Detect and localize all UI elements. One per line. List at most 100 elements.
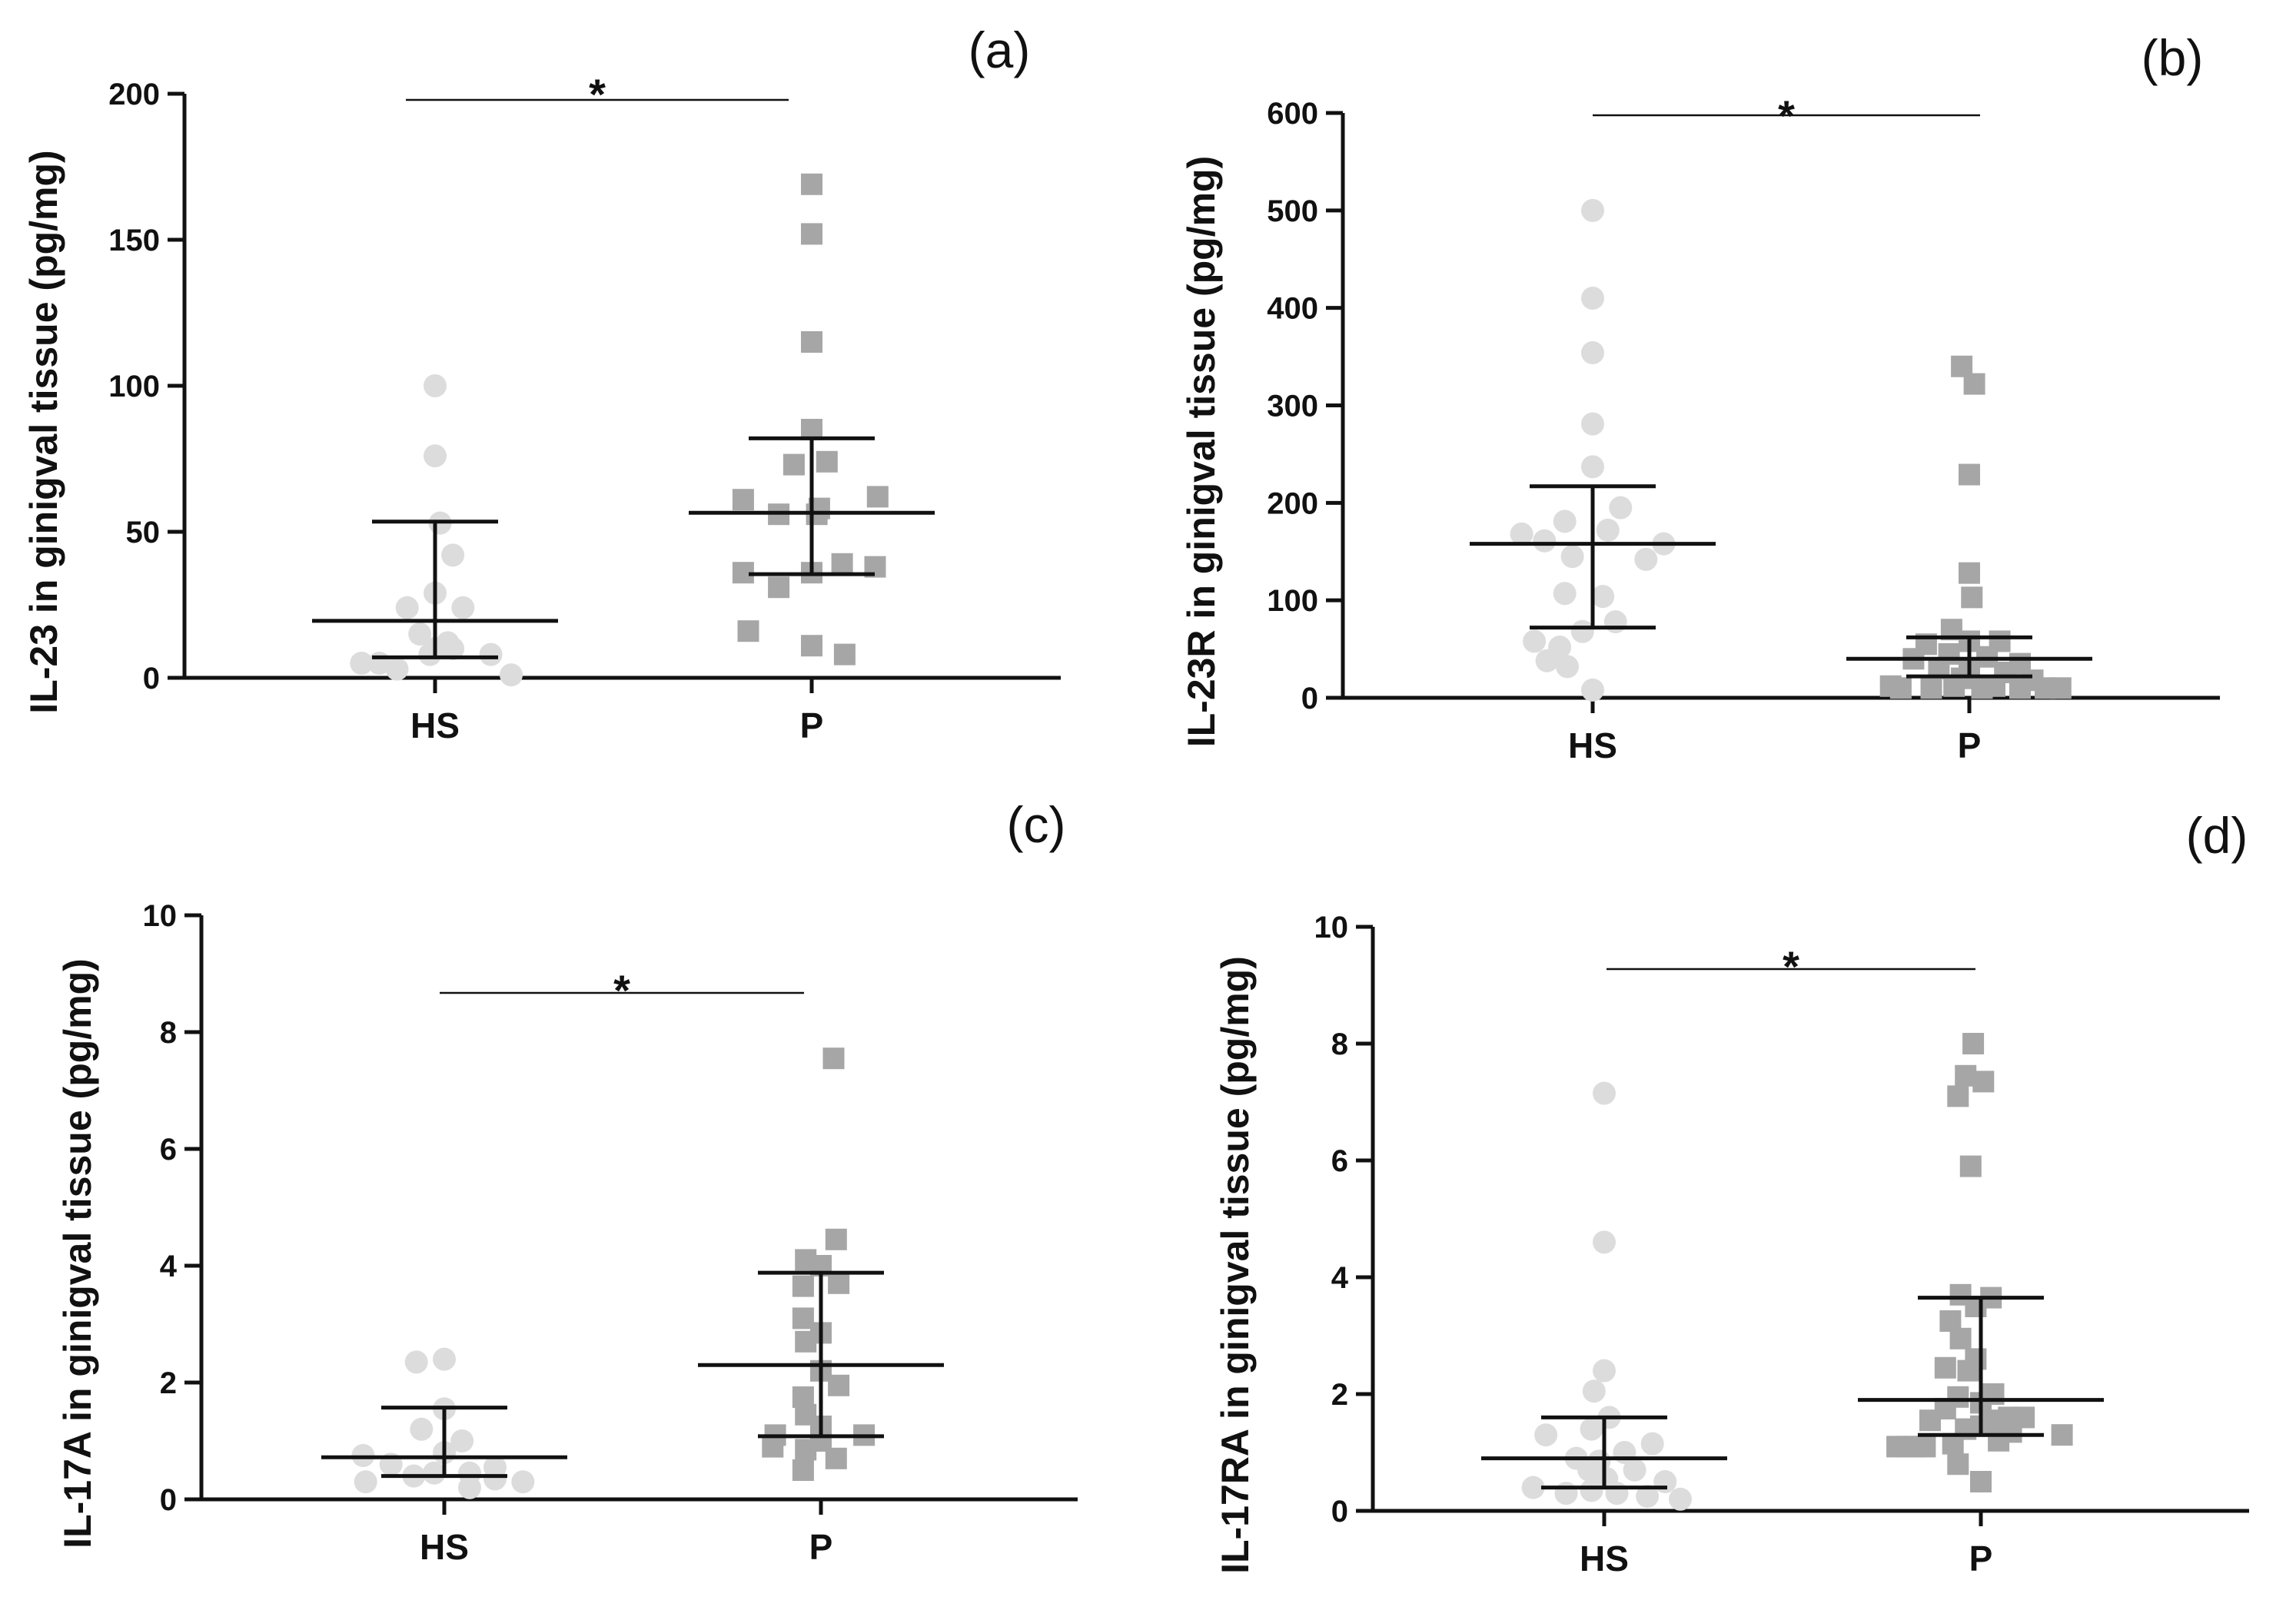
hs-data-point <box>1596 518 1620 542</box>
y-tick-label: 100 <box>1267 584 1318 618</box>
hs-data-point <box>350 652 374 675</box>
hs-data-point <box>1510 522 1533 546</box>
p-data-point <box>768 576 790 599</box>
hs-data-point <box>404 1350 428 1374</box>
significance-star: * <box>1778 91 1795 140</box>
hs-data-point <box>1591 585 1615 609</box>
y-tick-label: 150 <box>108 224 160 257</box>
hs-data-point <box>1605 1482 1629 1505</box>
p-data-point <box>1963 373 1985 395</box>
hs-data-point <box>1653 1470 1677 1493</box>
hs-data-point <box>1581 198 1604 222</box>
panel-label: (d) <box>2186 807 2248 864</box>
hs-data-point <box>451 596 475 619</box>
p-data-point <box>801 635 822 657</box>
p-data-point <box>1914 1436 1936 1458</box>
y-axis-label: IL-23R in ginigval tissue (pg/mg) <box>1180 156 1223 748</box>
hs-data-point <box>1581 341 1604 365</box>
hs-data-point <box>1581 412 1604 436</box>
p-data-point <box>2051 1424 2073 1446</box>
p-data-point <box>1959 562 1980 584</box>
hs-data-point <box>1535 649 1559 672</box>
p-data-point <box>2009 677 2031 699</box>
y-tick-label: 0 <box>1301 682 1318 715</box>
p-data-point <box>737 620 759 642</box>
hs-data-point <box>418 642 442 666</box>
hs-data-point <box>1636 1485 1660 1508</box>
p-data-point <box>1947 1085 1969 1107</box>
y-tick-label: 0 <box>160 1483 177 1517</box>
y-tick-label: 10 <box>143 899 178 933</box>
hs-data-point <box>1593 1081 1616 1105</box>
y-tick-label: 4 <box>1331 1261 1349 1295</box>
y-tick-label: 6 <box>1331 1144 1348 1178</box>
hs-data-point <box>433 1347 456 1371</box>
p-data-point <box>801 223 822 245</box>
y-tick-label: 2 <box>1331 1378 1348 1412</box>
p-data-point <box>828 1272 850 1294</box>
hs-data-point <box>1523 629 1547 653</box>
significance-star: * <box>613 966 630 1014</box>
p-data-point <box>1949 1327 1972 1349</box>
hs-data-point <box>1581 286 1604 310</box>
p-data-point <box>831 553 853 575</box>
y-tick-label: 300 <box>1267 390 1318 423</box>
hs-data-point <box>500 663 523 687</box>
p-data-point <box>828 1374 850 1396</box>
p-data-point <box>795 1439 817 1461</box>
hs-data-point <box>1582 1379 1606 1403</box>
hs-data-point <box>1553 582 1577 606</box>
p-data-point <box>1970 1471 1992 1492</box>
hs-data-point <box>441 543 465 567</box>
x-tick-label-p: P <box>809 1527 833 1567</box>
hs-data-point <box>483 1467 507 1491</box>
hs-data-point <box>450 1429 474 1452</box>
y-tick-label: 0 <box>143 662 160 695</box>
y-axis-label: IL-23 in ginigval tissue (pg/mg) <box>22 150 65 713</box>
p-data-point <box>792 1275 814 1297</box>
hs-data-point <box>1556 655 1579 679</box>
hs-data-point <box>354 1470 377 1494</box>
p-data-point <box>833 643 856 666</box>
hs-data-point <box>410 1417 434 1441</box>
hs-data-point <box>1581 455 1604 479</box>
hs-data-point <box>1570 619 1594 643</box>
hs-data-point <box>1640 1432 1664 1456</box>
x-tick-label-p: P <box>800 705 824 745</box>
p-data-point <box>1984 675 2005 697</box>
y-axis-label: IL-17A in ginigval tissue (pg/mg) <box>56 958 99 1549</box>
hs-data-point <box>1593 1359 1616 1383</box>
p-data-point <box>1934 1356 1956 1379</box>
panel-label: (a) <box>969 22 1031 78</box>
panel-d: 0 2 4 6 8 10 HS P IL-17RA in ginigval tissue (pg… <box>1214 807 2249 1579</box>
panel-c: 0 2 4 6 8 10 HS P IL-17A in ginigval tissue (pg/… <box>56 796 1078 1567</box>
hs-data-point <box>1577 1458 1601 1482</box>
x-tick-label-hs: HS <box>410 705 460 745</box>
x-tick-label-hs: HS <box>1580 1539 1629 1579</box>
hs-data-point <box>1623 1458 1646 1482</box>
p-data-point <box>1947 1453 1969 1476</box>
hs-data-point <box>511 1470 535 1494</box>
p-data-point <box>795 1330 817 1353</box>
hs-data-point <box>441 637 465 660</box>
x-tick-label-hs: HS <box>1568 725 1617 765</box>
panel-label: (b) <box>2141 29 2204 86</box>
p-data-point <box>732 489 754 511</box>
hs-data-point <box>1533 529 1557 553</box>
y-tick-label: 0 <box>1331 1495 1348 1529</box>
panel-label: (c) <box>1007 796 1066 853</box>
x-tick-label-hs: HS <box>420 1527 469 1567</box>
p-data-point <box>1962 1033 1985 1054</box>
y-tick-label: 500 <box>1267 194 1318 228</box>
y-tick-label: 200 <box>108 78 160 111</box>
hs-data-point <box>1593 1230 1616 1254</box>
hs-data-point <box>1580 1417 1603 1441</box>
hs-data-point <box>1553 510 1577 533</box>
p-data-point <box>825 1228 847 1250</box>
hs-data-point <box>1603 610 1627 634</box>
p-data-point <box>1920 677 1942 699</box>
y-tick-label: 8 <box>1331 1027 1348 1061</box>
y-tick-label: 100 <box>108 370 160 403</box>
significance-star: * <box>1783 942 1799 991</box>
